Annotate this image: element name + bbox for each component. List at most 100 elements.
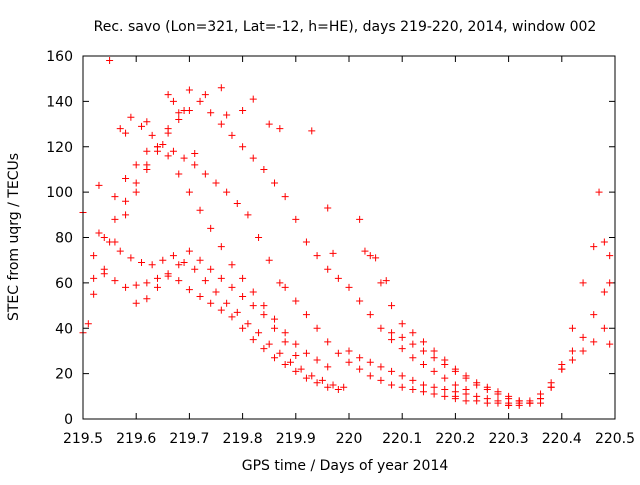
data-point bbox=[302, 311, 310, 319]
data-point bbox=[180, 106, 188, 114]
data-point bbox=[233, 308, 241, 316]
data-point bbox=[302, 349, 310, 357]
data-point bbox=[281, 329, 289, 337]
data-point bbox=[537, 395, 545, 403]
x-axis-label: GPS time / Days of year 2014 bbox=[242, 458, 449, 474]
x-tick-label: 220.2 bbox=[435, 431, 475, 447]
data-point bbox=[255, 329, 263, 337]
y-axis-label: STEC from uqrg / TECUs bbox=[6, 153, 22, 321]
data-point bbox=[228, 283, 236, 291]
data-point bbox=[164, 272, 172, 280]
data-point bbox=[201, 277, 209, 285]
data-point bbox=[388, 336, 396, 344]
data-point bbox=[334, 349, 342, 357]
data-point bbox=[217, 274, 225, 282]
data-point bbox=[356, 354, 364, 362]
data-point bbox=[430, 390, 438, 398]
data-point bbox=[366, 311, 374, 319]
data-point bbox=[164, 125, 172, 133]
data-point bbox=[451, 367, 459, 375]
data-point bbox=[185, 188, 193, 196]
data-point bbox=[345, 358, 353, 366]
data-point bbox=[196, 97, 204, 105]
data-point bbox=[292, 340, 300, 348]
data-point bbox=[292, 367, 300, 375]
x-tick-label: 220 bbox=[336, 431, 363, 447]
y-tick-label: 140 bbox=[46, 94, 73, 110]
data-point bbox=[196, 292, 204, 300]
data-point bbox=[356, 297, 364, 305]
data-point bbox=[345, 283, 353, 291]
y-tick-label: 120 bbox=[46, 140, 73, 156]
data-point bbox=[100, 234, 108, 241]
data-point bbox=[329, 381, 337, 389]
data-point bbox=[260, 345, 268, 353]
data-point bbox=[100, 270, 108, 278]
data-point bbox=[228, 313, 236, 321]
data-point bbox=[260, 311, 268, 319]
data-point bbox=[430, 347, 438, 355]
data-point bbox=[409, 340, 417, 348]
data-point bbox=[409, 386, 417, 394]
x-tick-label: 219.9 bbox=[276, 431, 316, 447]
data-point bbox=[164, 91, 172, 99]
data-point bbox=[398, 345, 406, 353]
data-point bbox=[196, 256, 204, 264]
data-point bbox=[579, 333, 587, 341]
data-point bbox=[132, 188, 140, 196]
data-point bbox=[169, 97, 177, 105]
data-point bbox=[143, 295, 151, 303]
data-point bbox=[180, 258, 188, 266]
data-point bbox=[239, 324, 247, 332]
data-point bbox=[292, 351, 300, 359]
data-point bbox=[122, 175, 130, 183]
data-point bbox=[419, 338, 427, 346]
data-point bbox=[308, 372, 316, 380]
data-point bbox=[526, 397, 534, 405]
data-point bbox=[122, 129, 130, 137]
data-point bbox=[286, 358, 294, 366]
data-point bbox=[175, 277, 183, 285]
data-point bbox=[324, 383, 332, 391]
data-point bbox=[377, 363, 385, 371]
data-point bbox=[361, 247, 369, 255]
data-point bbox=[185, 86, 193, 94]
data-point bbox=[111, 215, 119, 223]
data-point bbox=[590, 338, 598, 346]
data-point bbox=[239, 292, 247, 300]
data-point bbox=[388, 381, 396, 389]
data-point bbox=[441, 374, 449, 382]
data-point bbox=[451, 395, 459, 403]
data-point bbox=[111, 277, 119, 285]
data-point bbox=[116, 247, 124, 255]
data-point bbox=[255, 234, 263, 241]
chart-title: Rec. savo (Lon=321, Lat=-12, h=HE), days… bbox=[94, 19, 597, 35]
data-point bbox=[398, 372, 406, 380]
data-point bbox=[324, 265, 332, 273]
data-point bbox=[207, 224, 215, 232]
y-tick-label: 100 bbox=[46, 185, 73, 201]
data-point bbox=[430, 383, 438, 391]
data-point bbox=[122, 197, 130, 205]
x-tick-label: 220.3 bbox=[489, 431, 529, 447]
data-point bbox=[505, 401, 513, 409]
data-point bbox=[419, 347, 427, 355]
data-point bbox=[249, 288, 257, 296]
data-point bbox=[340, 383, 348, 391]
y-tick-label: 0 bbox=[64, 412, 73, 428]
data-point bbox=[169, 147, 177, 155]
data-point bbox=[366, 372, 374, 380]
data-point bbox=[462, 374, 470, 382]
data-point bbox=[159, 140, 167, 148]
data-point bbox=[159, 256, 167, 264]
x-tick-label: 220.5 bbox=[595, 431, 635, 447]
x-tick-label: 220.1 bbox=[382, 431, 422, 447]
data-point bbox=[143, 279, 151, 287]
data-point bbox=[185, 286, 193, 294]
data-point bbox=[201, 91, 209, 99]
data-point bbox=[419, 381, 427, 389]
data-point bbox=[366, 358, 374, 366]
data-point bbox=[606, 279, 614, 287]
data-point bbox=[95, 229, 103, 237]
